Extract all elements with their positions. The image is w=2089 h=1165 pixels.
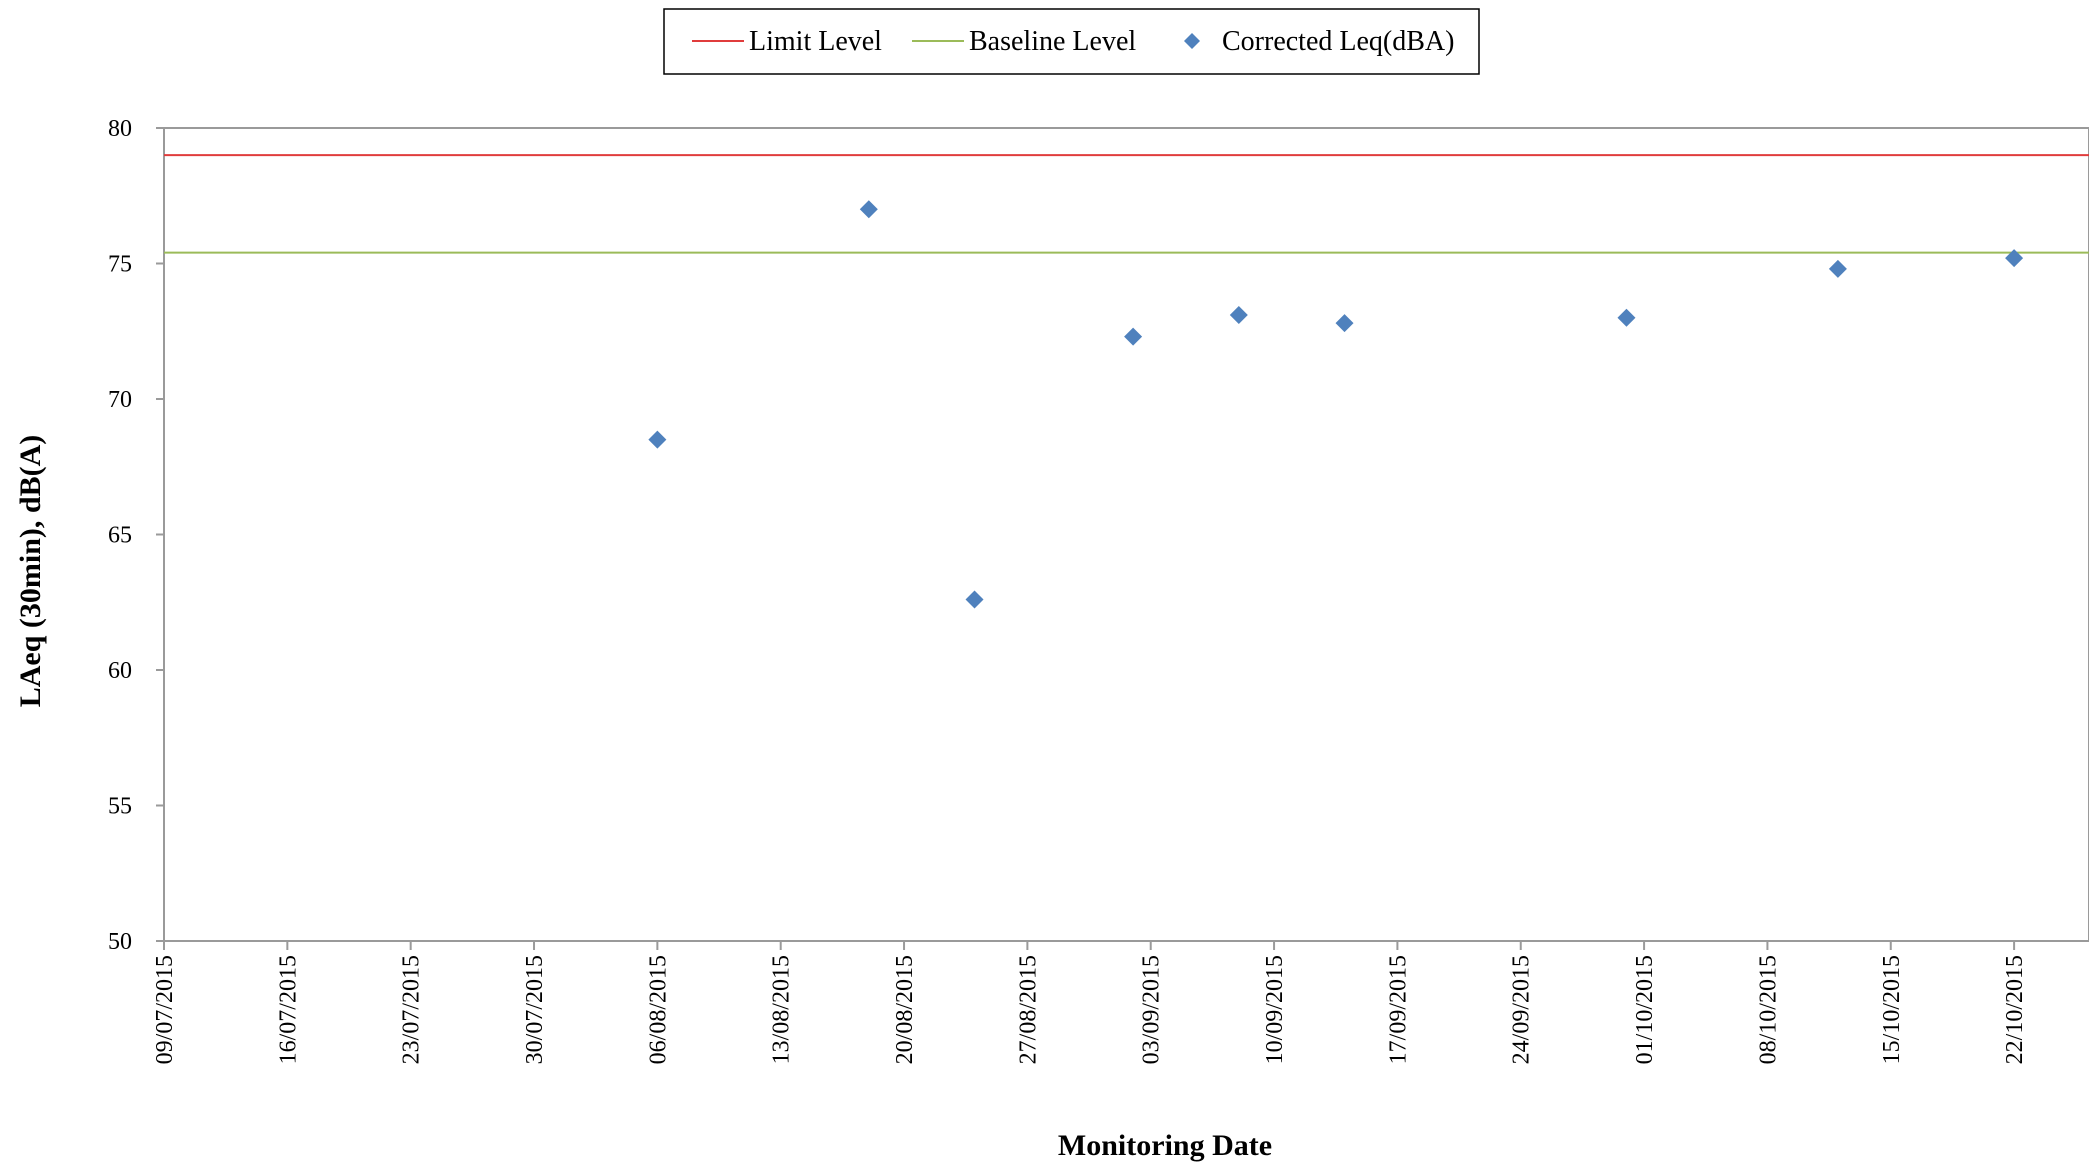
x-tick-label: 24/09/2015 [1509,955,1535,1064]
legend-corrected-label: Corrected Leq(dBA) [1222,26,1454,57]
legend: Limit Level Baseline Level Corrected Leq… [663,8,1480,75]
legend-box [663,8,1480,75]
y-tick-label: 60 [108,658,132,684]
legend-baseline-label: Baseline Level [969,26,1136,57]
data-point [859,200,878,219]
data-point [1335,314,1354,333]
data-point [1124,327,1143,346]
x-tick-label: 23/07/2015 [399,955,425,1064]
y-tick-label: 75 [108,252,132,278]
data-point [965,590,984,609]
y-tick-label: 65 [108,523,132,549]
x-tick-label: 09/07/2015 [152,955,178,1064]
y-axis-title: LAeq (30min), dB(A) [14,435,47,708]
x-tick-label: 30/07/2015 [522,955,548,1064]
legend-corrected-swatch [1184,33,1200,49]
x-tick-label: 03/09/2015 [1139,955,1165,1064]
plot-area-border [163,127,2089,942]
x-tick-label: 13/08/2015 [769,955,795,1064]
x-axis: 09/07/2015 16/07/2015 23/07/2015 30/07/2015… [152,941,2028,1064]
x-tick-label: 27/08/2015 [1015,955,1041,1064]
data-point [2005,249,2024,268]
x-tick-label: 22/10/2015 [2002,955,2028,1064]
x-tick-label: 08/10/2015 [1755,955,1781,1064]
x-tick-label: 16/07/2015 [275,955,301,1064]
x-tick-label: 20/08/2015 [892,955,918,1064]
legend-limit-label: Limit Level [749,26,882,57]
y-tick-label: 80 [108,116,132,142]
x-tick-label: 01/10/2015 [1632,955,1658,1064]
data-point [1229,305,1248,324]
y-axis: 50 55 60 65 70 75 80 [108,116,164,955]
data-point [1617,308,1636,327]
y-tick-label: 70 [108,387,132,413]
data-point [648,430,667,449]
data-point [1828,259,1847,278]
data-points [648,200,2024,609]
x-tick-label: 06/08/2015 [645,955,671,1064]
y-tick-label: 55 [108,794,132,820]
x-tick-label: 10/09/2015 [1262,955,1288,1064]
x-axis-title: Monitoring Date [1058,1129,1272,1162]
x-tick-label: 15/10/2015 [1879,955,1905,1064]
x-tick-label: 17/09/2015 [1385,955,1411,1064]
axes [163,127,2089,942]
y-tick-label: 50 [108,929,132,955]
reference-lines [164,154,2089,254]
